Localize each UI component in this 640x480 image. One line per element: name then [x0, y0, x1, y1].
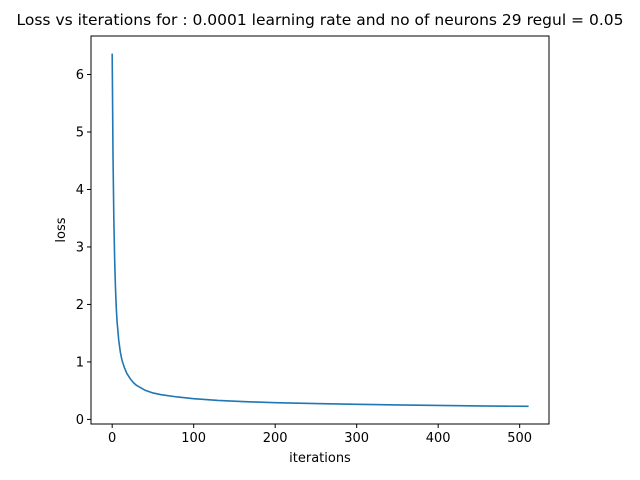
series-layer: [111, 53, 529, 408]
plot-area: [91, 36, 549, 424]
y-tick-label: 5: [76, 125, 84, 140]
x-axis-title: iterations: [289, 451, 351, 466]
x-tick-label: 200: [263, 431, 288, 446]
x-tick-label: 100: [181, 431, 206, 446]
x-tick-label: 0: [108, 431, 116, 446]
chart-title: Loss vs iterations for : 0.0001 learning…: [17, 11, 624, 29]
y-axis: 0 1 2 3 4 5 6: [76, 68, 91, 428]
plot-frame: [90, 35, 550, 425]
x-tick-label: 400: [426, 431, 451, 446]
y-tick-label: 2: [76, 298, 84, 313]
y-tick-label: 6: [76, 68, 84, 83]
y-axis-title: loss: [54, 217, 69, 242]
y-tick-label: 4: [76, 183, 84, 198]
x-tick-label: 500: [507, 431, 532, 446]
y-tick-label: 1: [76, 355, 84, 370]
x-axis: 0 100 200 300 400 500: [108, 424, 532, 446]
x-tick-label: 300: [344, 431, 369, 446]
series-line-0: [111, 53, 529, 408]
y-tick-label: 0: [76, 413, 84, 428]
y-tick-label: 3: [76, 240, 84, 255]
